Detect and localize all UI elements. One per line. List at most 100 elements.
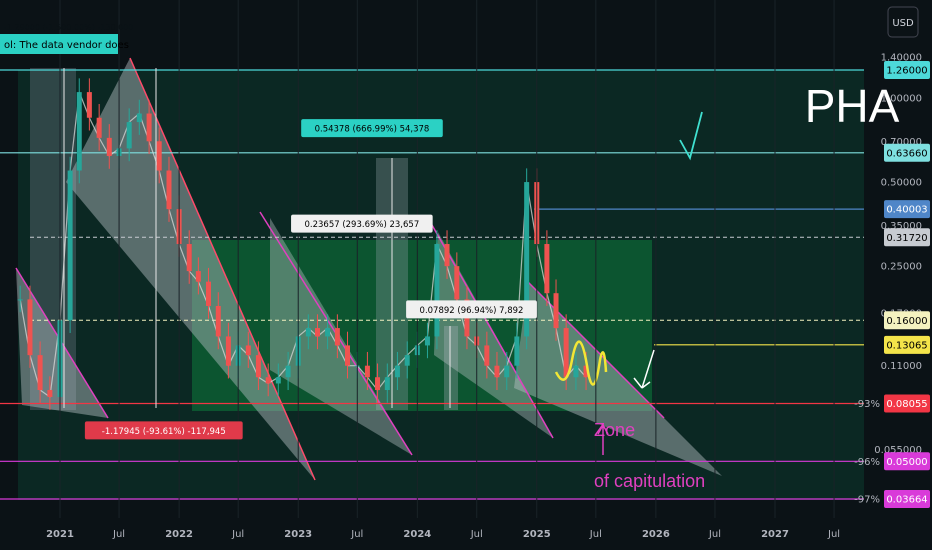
y-tick-label: 0.35000 — [881, 221, 922, 232]
candle-body — [484, 345, 490, 366]
measure-box-2024 — [444, 326, 458, 410]
vendor-note-top: -1.29000 (-1,500.00%) -130,000 — [4, 23, 133, 32]
x-tick-label: Jul — [589, 529, 602, 540]
measure-labels: 0.54378 (666.99%) 54,378 0.23657 (293.69%… — [84, 119, 537, 440]
x-tick-label: Jul — [708, 529, 721, 540]
x-tick-label: 2021 — [46, 529, 74, 540]
measure-label: 0.23657 (293.69%) 23,657 — [304, 220, 419, 230]
candle-body — [375, 377, 381, 391]
price-level-tag-label: 0.16000 — [886, 316, 927, 327]
drawings — [554, 111, 703, 455]
measure-label-box — [406, 300, 537, 319]
candle-body — [37, 355, 43, 391]
percent-marker: -93% — [854, 399, 880, 410]
candle-body — [186, 244, 192, 272]
price-level-tag — [884, 143, 930, 162]
y-tick-label: 1.40000 — [881, 53, 922, 64]
series-line — [19, 91, 587, 399]
candle-body — [136, 113, 142, 123]
candle-body — [195, 271, 201, 282]
x-tick-label: 2022 — [165, 529, 193, 540]
x-tick-label: 2027 — [761, 529, 789, 540]
currency-button[interactable] — [887, 6, 919, 38]
price-level-tag-label: 0.13065 — [886, 340, 927, 351]
x-tick-label: Jul — [350, 529, 363, 540]
price-level-tag-label: 0.63660 — [886, 148, 927, 159]
x-tick-label: Jul — [470, 529, 483, 540]
candle-body — [215, 305, 221, 337]
candle-body — [334, 328, 340, 346]
candle-body — [314, 328, 320, 337]
price-level-tag — [884, 335, 930, 354]
price-level-tag — [884, 452, 930, 471]
x-tick-label: Jul — [112, 529, 125, 540]
price-level-tag-label: 0.40003 — [886, 205, 927, 216]
y-tick-label: 1.00000 — [881, 94, 922, 105]
candle-body — [245, 345, 251, 356]
annotation-text: of capitulation — [594, 471, 705, 491]
price-level-tag-label: 0.05000 — [886, 457, 927, 468]
measure-label: 0.07892 (96.94%) 7,892 — [420, 306, 524, 316]
measure-label: -1.17945 (-93.61%) -117,945 — [102, 427, 226, 437]
measure-label-box — [84, 421, 243, 440]
vendor-note: ol: The data vendor does — [4, 40, 129, 51]
y-tick-label: 0.50000 — [881, 178, 922, 189]
price-level-tag — [884, 61, 930, 79]
measure-label-box — [291, 214, 433, 233]
candle-body — [225, 336, 231, 366]
candle-body — [553, 293, 559, 329]
vendor-note-box — [0, 34, 118, 54]
candle-body — [255, 355, 261, 378]
candle-body — [305, 328, 311, 337]
checkmark-drawing — [679, 111, 703, 161]
candle-body — [514, 336, 520, 366]
candle-body — [394, 365, 400, 378]
candle-body — [424, 336, 430, 346]
wedge-3 — [270, 218, 412, 455]
price-level-tag-label: 0.08055 — [886, 399, 927, 410]
x-tick-label: Jul — [231, 529, 244, 540]
forecast-squiggle — [554, 340, 608, 386]
candle-body — [524, 182, 530, 337]
measure-arrows — [63, 68, 451, 408]
candle-body — [325, 328, 331, 337]
x-tick-label: Jul — [827, 529, 840, 540]
x-axis-band — [0, 518, 932, 550]
price-level-tag — [884, 200, 930, 219]
percent-markers: -93% -96% -97% — [854, 399, 880, 506]
candle-body — [86, 92, 92, 118]
candle-body — [47, 390, 53, 397]
candle-body — [265, 377, 271, 384]
annotation-text: Zone — [594, 420, 635, 440]
y-tick-label: 0.11000 — [881, 361, 922, 372]
candle-body — [106, 137, 112, 156]
price-level-tag-label: 0.03664 — [886, 495, 927, 506]
percent-marker: -96% — [854, 457, 880, 468]
price-level-tag-label: 1.26000 — [886, 66, 927, 77]
candle-body — [156, 141, 162, 171]
candle-body — [384, 377, 390, 391]
down-arrow-drawing — [633, 349, 655, 389]
price-level-tag — [884, 311, 930, 330]
candle-body — [126, 122, 132, 149]
candle-body — [454, 266, 460, 300]
y-tick-label: 0.70000 — [881, 137, 922, 148]
candle-body — [146, 113, 152, 142]
price-level-tag — [884, 490, 930, 508]
candle-body — [166, 170, 172, 210]
candle-body — [275, 377, 281, 384]
candle-body — [404, 355, 410, 366]
price-level-tags: 1.26000 0.63660 0.40003 0.31720 0.16000 0.130… — [884, 61, 930, 508]
candle-body — [544, 244, 550, 294]
candle-body — [205, 281, 211, 306]
symbol-label: PHA — [805, 80, 900, 132]
candle-body — [364, 365, 370, 378]
up-arrow-drawing — [597, 424, 609, 455]
wedge-2-edge — [129, 57, 316, 481]
candle-body — [583, 365, 589, 378]
candle-body — [345, 345, 351, 366]
candle-body — [444, 244, 450, 267]
candle-body — [434, 244, 440, 337]
